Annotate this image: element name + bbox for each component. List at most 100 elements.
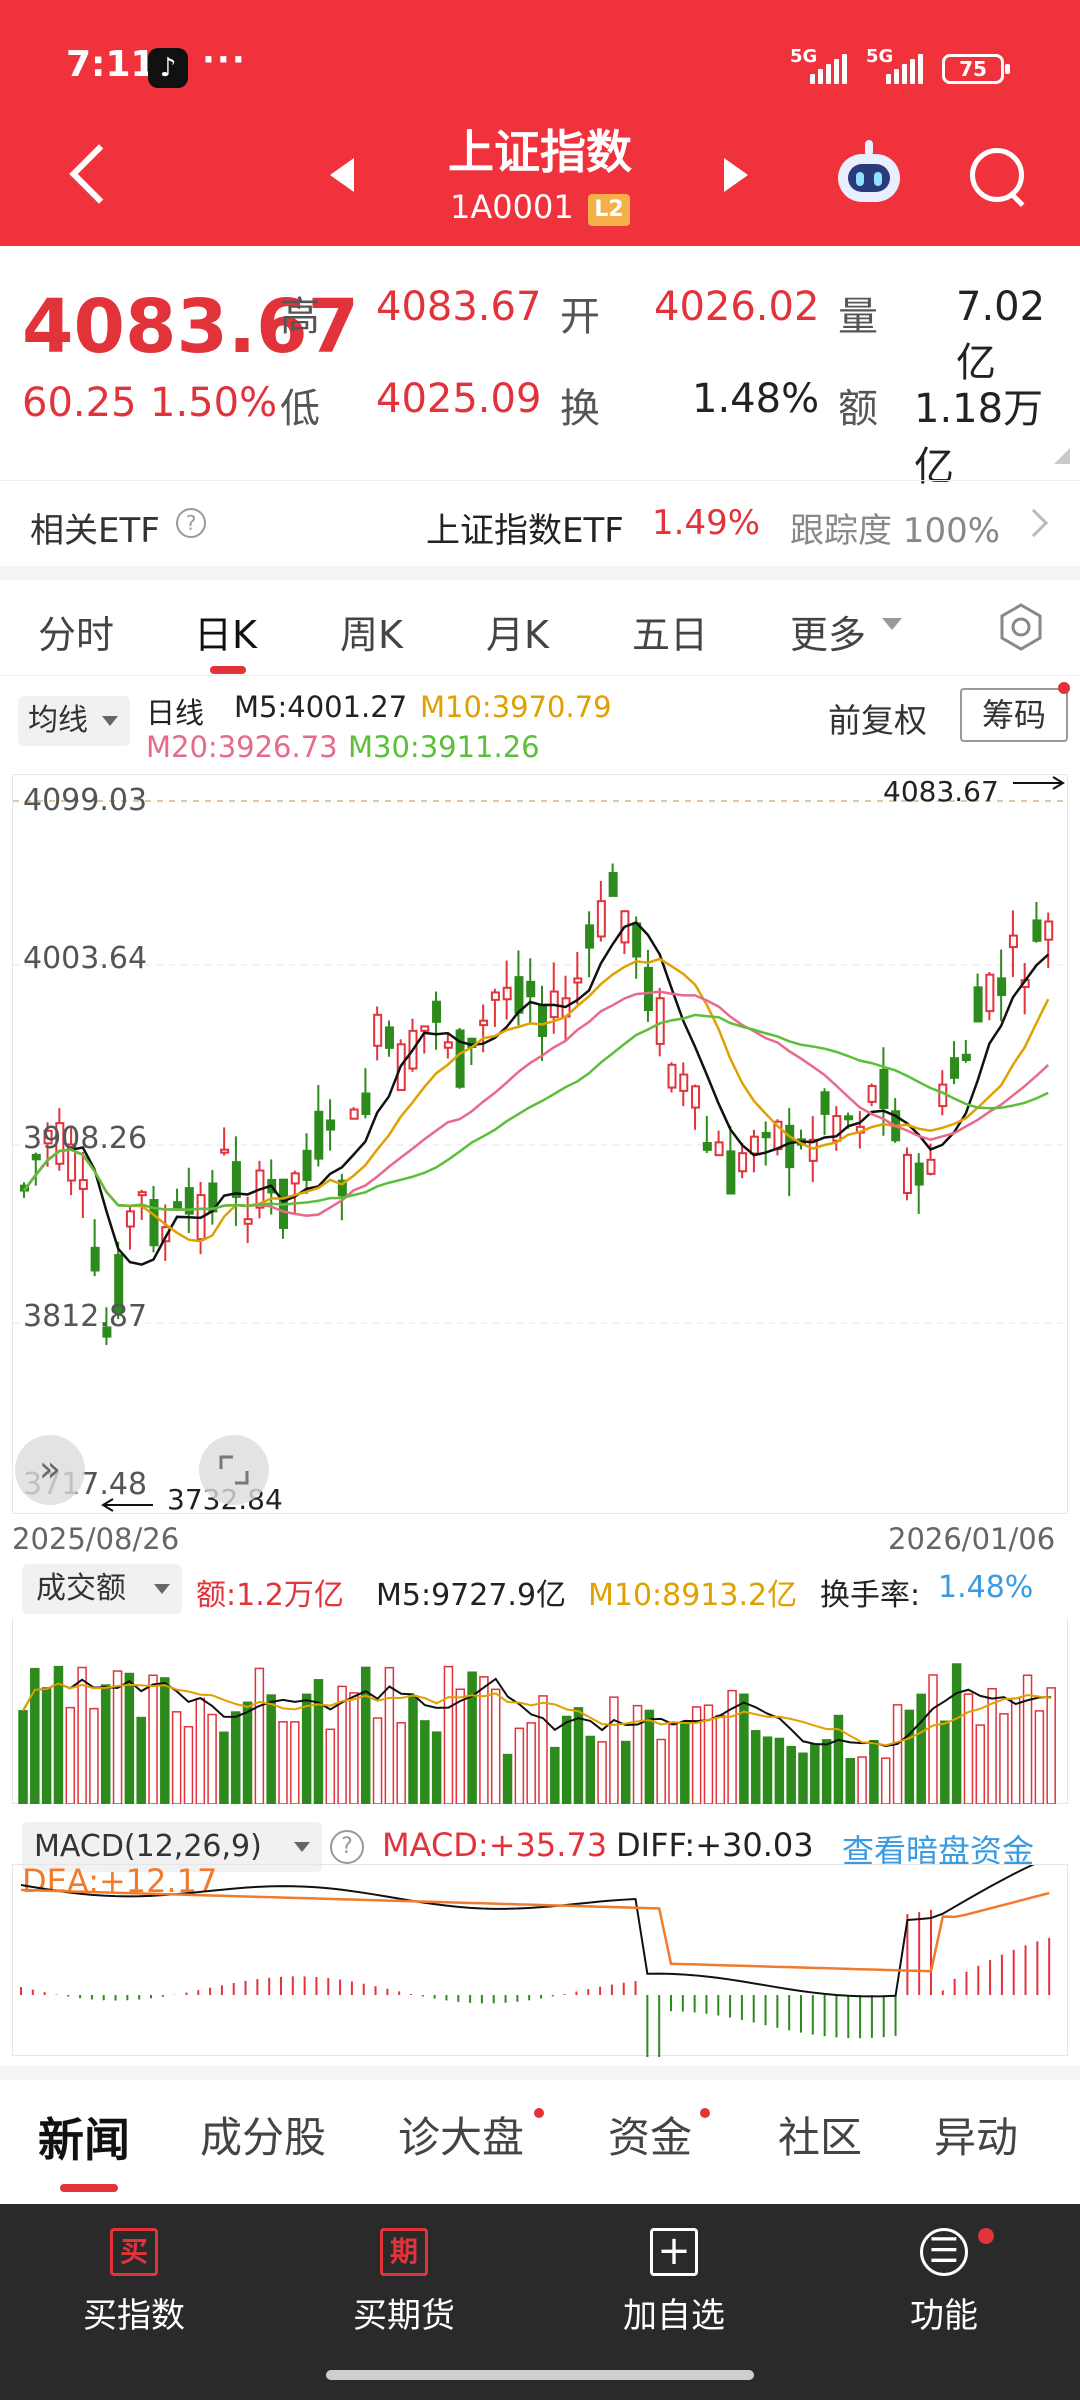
gear-icon[interactable]	[996, 602, 1046, 652]
volume-bar	[904, 1709, 915, 1805]
kline-svg	[13, 776, 1069, 1512]
help-icon[interactable]: ?	[176, 508, 206, 538]
candle-body	[90, 1246, 100, 1272]
adjust-mode[interactable]: 前复权	[828, 701, 927, 740]
l2-badge: L2	[588, 194, 630, 226]
home-indicator[interactable]	[326, 2370, 754, 2380]
tab-daily-k[interactable]: 日K	[194, 613, 257, 657]
volume-svg	[18, 1663, 1056, 1805]
tab-constituents[interactable]: 成分股	[200, 2113, 327, 2162]
volume-bar	[774, 1737, 785, 1805]
candle-body	[714, 1141, 724, 1157]
start-date: 2025/08/26	[12, 1522, 180, 1556]
prev-index-button[interactable]	[330, 158, 354, 192]
candle-body	[667, 1063, 677, 1089]
buy-index-label: 买指数	[83, 2296, 185, 2336]
notification-dot	[534, 2108, 544, 2118]
candle-body	[384, 1026, 394, 1049]
tab-five-day[interactable]: 五日	[632, 613, 709, 657]
volume-bar	[207, 1713, 217, 1805]
volume-bar	[349, 1692, 359, 1805]
tab-community[interactable]: 社区	[778, 2113, 863, 2162]
tab-more[interactable]: 更多	[790, 613, 867, 657]
macd-chart[interactable]	[12, 1856, 1068, 2101]
divider	[0, 2066, 1080, 2080]
buy-futures-button[interactable]: 期 买期货	[304, 2228, 504, 2337]
tab-monthly-k[interactable]: 月K	[486, 613, 549, 657]
notification-dot	[700, 2108, 710, 2118]
diff-line	[20, 1856, 1050, 1998]
volume-bar	[644, 1709, 655, 1805]
y-label-3: 3908.26	[23, 1121, 148, 1156]
candle-body	[43, 1129, 53, 1145]
buy-index-button[interactable]: 买 买指数	[34, 2228, 234, 2337]
functions-button[interactable]: ☰ 功能	[844, 2228, 1044, 2337]
expand-corner-icon[interactable]	[1054, 448, 1070, 464]
tab-market-diagnosis[interactable]: 诊大盘	[398, 2113, 525, 2162]
ma-m20: M20:3926.73	[146, 730, 338, 764]
volume-bar	[112, 1670, 123, 1805]
dea-line	[20, 1888, 1050, 1973]
volume-bar	[975, 1724, 986, 1805]
candle-body	[137, 1191, 147, 1197]
diff-value: DIFF:+30.03	[616, 1826, 814, 1864]
volume-bar	[148, 1674, 158, 1805]
active-tab-indicator	[60, 2184, 118, 2192]
volume-dropdown[interactable]: 成交额	[22, 1564, 182, 1614]
scroll-left-button[interactable]: »	[15, 1435, 85, 1505]
volume-bar	[502, 1753, 513, 1805]
chip-button[interactable]: 筹码	[960, 688, 1068, 742]
add-watchlist-button[interactable]: + 加自选	[574, 2228, 774, 2337]
help-icon[interactable]: ?	[330, 1830, 364, 1864]
tab-capital[interactable]: 资金	[608, 2113, 693, 2162]
ma-dropdown[interactable]: 均线	[18, 696, 130, 746]
volume-bar	[325, 1728, 336, 1805]
volume-turnover-label: 换手率:	[820, 1578, 921, 1613]
volume-bar	[561, 1715, 572, 1805]
candle-body	[749, 1135, 759, 1155]
open-label: 开	[560, 294, 600, 340]
volume-bar	[467, 1671, 477, 1805]
fullscreen-button[interactable]	[199, 1435, 269, 1505]
etf-tracking: 跟踪度 100%	[790, 511, 1001, 551]
ma-legend: 均线 日线 M5:4001.27 M10:3970.79 M20:3926.73…	[0, 680, 1080, 770]
page-title: 上证指数	[448, 125, 632, 179]
volume-bar	[940, 1720, 950, 1805]
dark-pool-link[interactable]: 查看暗盘资金	[842, 1832, 1035, 1870]
volume-chart[interactable]	[12, 1618, 1068, 1805]
next-index-button[interactable]	[724, 158, 748, 192]
ma-period: 日线	[146, 696, 205, 730]
volume-bar	[798, 1752, 808, 1805]
macd-svg	[20, 1856, 1051, 2101]
amount-label: 额	[838, 386, 878, 432]
tab-news[interactable]: 新闻	[38, 2113, 130, 2167]
volume-bar	[869, 1739, 879, 1805]
ma-m10: M10:3970.79	[420, 690, 612, 724]
volume-bar	[916, 1693, 926, 1805]
volume-bar	[680, 1723, 690, 1805]
candle-body	[973, 986, 983, 1023]
candle-body	[302, 1149, 312, 1181]
tab-intraday[interactable]: 分时	[38, 613, 115, 657]
volume-bar	[219, 1731, 229, 1805]
tab-anomaly[interactable]: 异动	[934, 2113, 1019, 2162]
volume-bar	[573, 1707, 584, 1805]
volume-bar	[301, 1693, 312, 1805]
tab-weekly-k[interactable]: 周K	[340, 613, 403, 657]
search-icon[interactable]	[968, 146, 1028, 206]
candle-body	[608, 871, 618, 897]
related-etf-row[interactable]: 相关ETF ? 上证指数ETF 1.49% 跟踪度 100%	[0, 480, 1080, 566]
status-time: 7:11	[66, 44, 156, 85]
volume-value: 7.02亿	[956, 284, 1046, 386]
robot-assistant-icon[interactable]	[834, 140, 904, 204]
candle-body	[985, 973, 995, 1013]
status-bar: 7:11 ♪ ··· 5G 5G 75	[0, 0, 1080, 130]
macd-dropdown[interactable]: MACD(12,26,9)	[22, 1822, 322, 1872]
candle-body	[950, 1057, 960, 1079]
volume-bar	[538, 1695, 548, 1805]
volume-bar	[514, 1727, 525, 1805]
candle-body	[914, 1162, 924, 1186]
kline-chart[interactable]: 4099.03 4003.64 3908.26 3812.87 3717.48 …	[12, 774, 1069, 1516]
caret-down-icon	[882, 618, 902, 630]
volume-m5: M5:9727.9亿	[376, 1578, 567, 1613]
